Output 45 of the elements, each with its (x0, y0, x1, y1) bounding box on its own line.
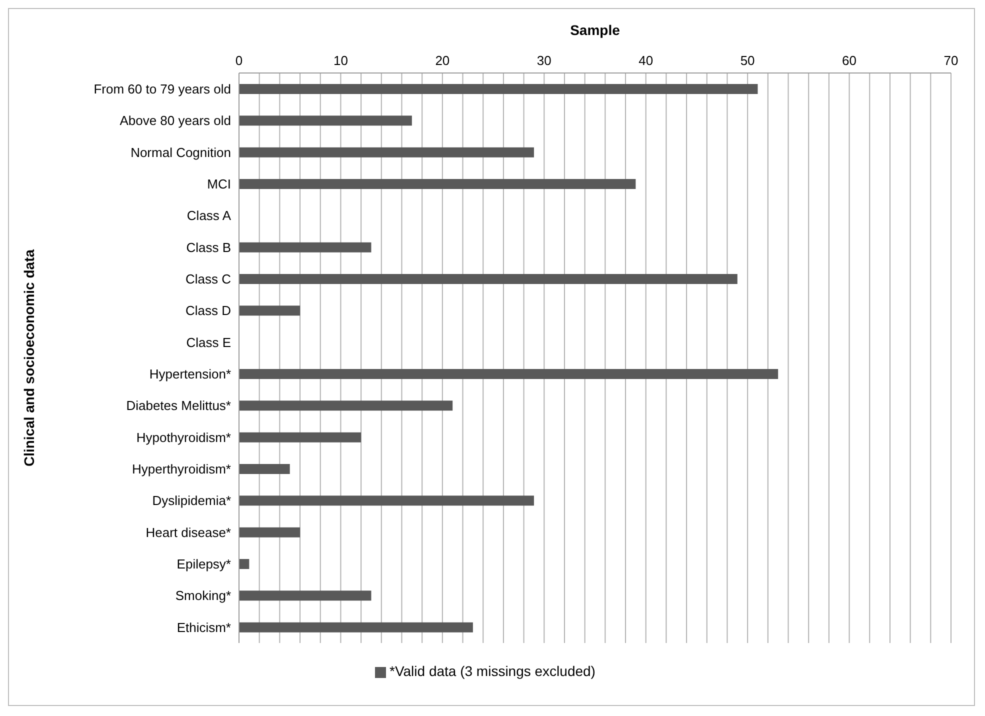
x-tick-label: 50 (740, 53, 755, 68)
bar (239, 147, 534, 158)
y-tick-label: Normal Cognition (130, 144, 231, 160)
y-tick-label: Epilepsy* (176, 556, 231, 572)
x-tick-label: 20 (435, 53, 450, 68)
y-tick-label: Class B (186, 240, 231, 255)
y-tick-label: From 60 to 79 years old (94, 81, 231, 96)
y-tick-label: Class A (186, 208, 232, 224)
x-tick-label: 40 (638, 53, 654, 68)
bar (239, 527, 300, 538)
bar (239, 179, 636, 189)
y-tick-label: Hypertension* (149, 366, 231, 382)
y-tick-label: Class C (185, 271, 231, 286)
y-tick-label: Class D (185, 303, 231, 318)
y-tick-label: Smoking* (175, 588, 231, 604)
bar (239, 84, 758, 94)
y-axis-title: Clinical and socioeconomic data (20, 249, 37, 467)
x-tick-label: 0 (235, 53, 243, 68)
x-axis-title: Sample (570, 22, 620, 38)
bar (239, 496, 534, 506)
y-tick-label: Ethicism* (176, 620, 231, 635)
x-tick-label: 70 (944, 53, 958, 68)
bar (239, 432, 362, 442)
y-tick-label: Hypothyroidism* (136, 430, 231, 445)
y-tick-label: Diabetes Melittus* (126, 398, 231, 414)
x-tick-label: 10 (333, 53, 348, 68)
bar (239, 242, 372, 252)
y-tick-label: MCI (207, 176, 231, 192)
x-tick-label: 30 (536, 53, 552, 68)
bar (239, 274, 738, 284)
bar (239, 559, 250, 569)
bar (239, 369, 778, 379)
x-tick-label: 60 (842, 53, 857, 68)
bar (239, 622, 473, 632)
bar (239, 116, 412, 126)
y-tick-label: Heart disease* (146, 524, 231, 540)
y-tick-label: Dyslipidemia* (152, 493, 231, 508)
y-tick-label: Above 80 years old (120, 113, 231, 128)
bar (239, 400, 453, 411)
y-tick-label: Hyperthyroidism* (132, 461, 231, 476)
legend-label: *Valid data (3 missings excluded) (390, 663, 596, 679)
bar (239, 306, 300, 316)
bar (239, 464, 290, 474)
bar (239, 590, 372, 601)
y-tick-label: Class E (186, 334, 232, 350)
